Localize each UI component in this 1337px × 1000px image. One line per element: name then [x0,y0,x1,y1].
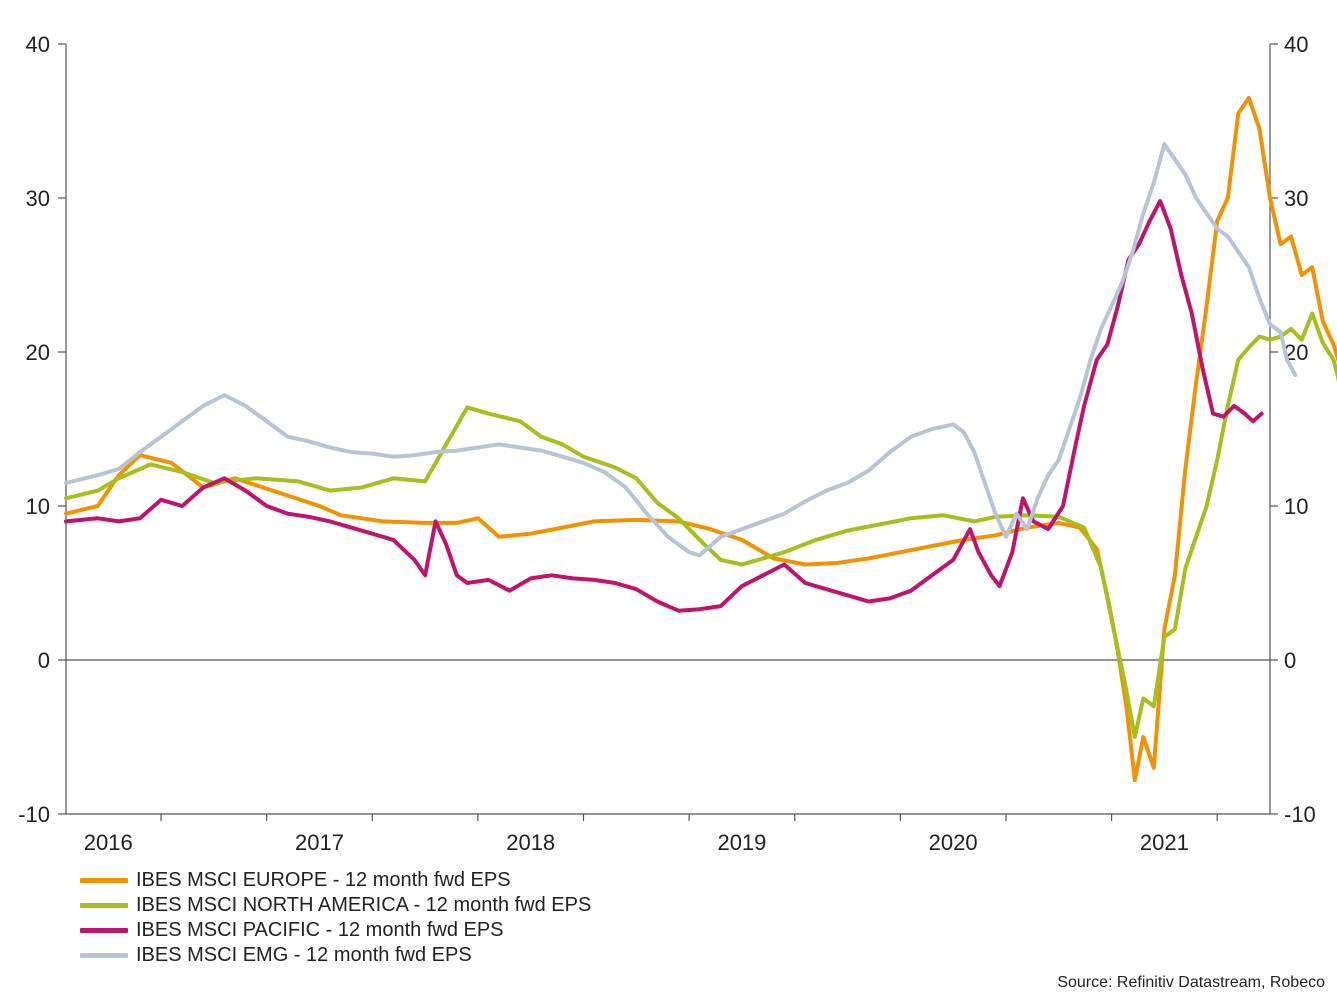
y-tick-label-left: 20 [26,340,50,365]
legend-swatch-north-america [80,903,128,908]
x-tick-label: 2020 [929,830,978,855]
legend-label-europe: IBES MSCI EUROPE - 12 month fwd EPS [136,869,511,891]
series-line-2 [64,199,1264,613]
y-tick-label-right: 0 [1284,648,1296,673]
x-tick-label: 2017 [295,830,344,855]
source-note: Source: Refinitiv Datastream, Robeco [1057,974,1325,991]
y-tick-label-left: -10 [18,802,50,827]
y-tick-label-left: 0 [38,648,50,673]
legend-label-north-america: IBES MSCI NORTH AMERICA - 12 month fwd E… [136,894,592,916]
y-tick-label-right: 30 [1284,186,1308,211]
x-tick-label: 2018 [506,830,555,855]
legend-label-emg: IBES MSCI EMG - 12 month fwd EPS [136,944,472,966]
legend-item-north-america: IBES MSCI NORTH AMERICA - 12 month fwd E… [80,893,591,918]
series-line-1 [64,311,1337,739]
legend-swatch-pacific [80,928,128,933]
legend-item-emg: IBES MSCI EMG - 12 month fwd EPS [80,943,591,968]
chart-legend: IBES MSCI EUROPE - 12 month fwd EPS IBES… [80,868,591,968]
y-tick-label-left: 40 [26,32,50,57]
chart-series-lines [64,95,1337,783]
series-line-3 [64,142,1298,558]
y-tick-label-right: 40 [1284,32,1308,57]
legend-item-europe: IBES MSCI EUROPE - 12 month fwd EPS [80,868,591,893]
x-tick-label: 2016 [84,830,133,855]
y-tick-label-left: 10 [26,494,50,519]
x-tick-label: 2021 [1140,830,1189,855]
legend-item-pacific: IBES MSCI PACIFIC - 12 month fwd EPS [80,918,591,943]
series-line-0 [64,95,1337,783]
y-tick-label-left: 30 [26,186,50,211]
legend-swatch-europe [80,878,128,883]
y-tick-label-right: -10 [1284,802,1316,827]
legend-swatch-emg [80,953,128,958]
y-tick-label-right: 10 [1284,494,1308,519]
legend-label-pacific: IBES MSCI PACIFIC - 12 month fwd EPS [136,919,504,941]
x-tick-label: 2019 [717,830,766,855]
